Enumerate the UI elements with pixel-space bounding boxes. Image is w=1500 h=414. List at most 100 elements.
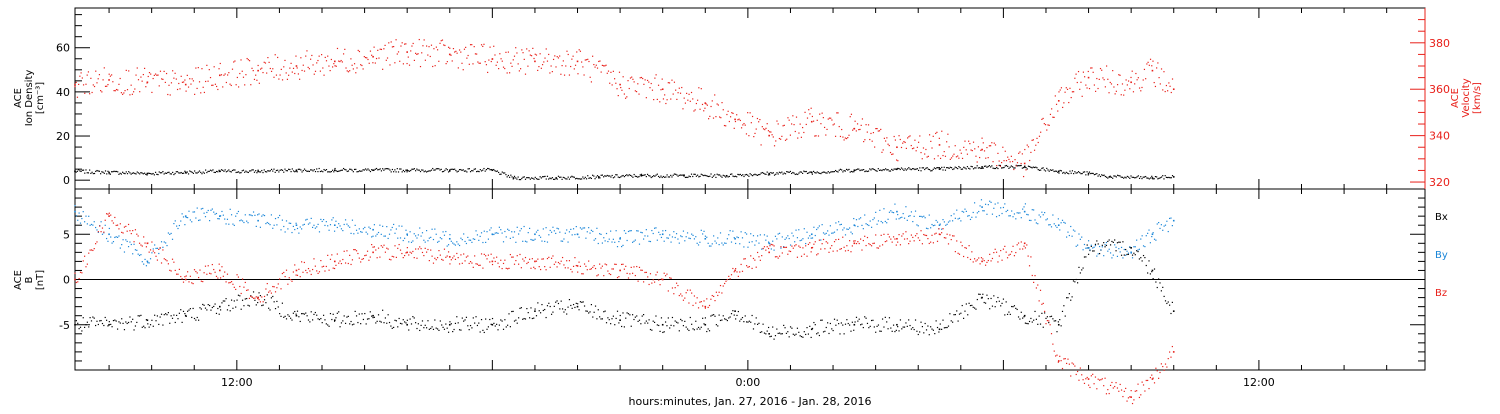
series-bx-point [925, 329, 928, 331]
series-by-point [368, 226, 370, 228]
series-by-point [732, 230, 734, 232]
series-by-point [420, 235, 422, 237]
velocity-series-point [644, 79, 646, 81]
velocity-series-point [179, 88, 181, 90]
series-bz-point [794, 245, 796, 247]
series-bx-point [637, 320, 639, 322]
density-series-point [102, 171, 104, 173]
density-series-point [448, 169, 451, 172]
velocity-series-point [289, 67, 291, 69]
density-series-point [1114, 175, 1116, 177]
density-series-point [345, 169, 347, 171]
series-bz-point [655, 274, 657, 276]
density-series-point [1140, 176, 1142, 178]
series-bz-point [386, 247, 388, 249]
velocity-series-point [793, 124, 795, 126]
density-series-point [827, 171, 829, 173]
series-by-point [257, 219, 259, 222]
series-bx-point [859, 324, 862, 326]
series-bz-point [1126, 400, 1128, 402]
velocity-series-point [1074, 77, 1076, 79]
velocity-series-point [1098, 78, 1100, 81]
series-bz-point [456, 252, 458, 255]
velocity-series-point [518, 70, 520, 72]
series-bx-point [134, 325, 137, 327]
series-bz-point [387, 248, 389, 250]
density-series-point [633, 173, 635, 176]
series-bx-point [817, 332, 819, 334]
series-bz-point [957, 252, 959, 254]
velocity-series-point [1160, 68, 1163, 70]
series-bx-point [1156, 286, 1158, 289]
series-bz-point [923, 233, 925, 236]
series-by-point [1016, 212, 1018, 214]
series-by-point [967, 215, 969, 217]
velocity-series-point [893, 135, 895, 138]
series-by-point [556, 227, 558, 229]
series-bx-point [136, 321, 138, 324]
velocity-series-point [954, 145, 956, 147]
series-by-point [769, 243, 771, 245]
series-bz-point [839, 248, 841, 250]
series-bz-point [291, 280, 293, 282]
series-bx-point [572, 303, 575, 306]
series-bz-point [788, 250, 790, 252]
density-series-point [522, 176, 524, 178]
series-bz-point [1134, 390, 1136, 392]
density-series-point [683, 174, 685, 177]
series-bz-point [177, 273, 179, 275]
x-tick-label: 0:00 [736, 376, 761, 389]
series-bx-point [1172, 310, 1175, 312]
series-bz-point [766, 246, 768, 248]
series-by-point [847, 228, 849, 231]
series-bz-point [416, 257, 418, 259]
series-by-point [79, 222, 82, 224]
density-series-point [1001, 167, 1003, 169]
series-bz-point [365, 254, 367, 256]
velocity-series-point [985, 157, 987, 159]
series-by-point [372, 228, 374, 231]
series-bz-point [963, 255, 965, 258]
series-bx-point [865, 317, 867, 319]
series-by-point [1017, 212, 1020, 214]
series-by-point [427, 240, 429, 242]
density-series-point [1054, 170, 1056, 172]
density-series-point [821, 171, 823, 174]
velocity-series-point [727, 110, 729, 112]
velocity-series-point [1114, 93, 1116, 95]
series-bx-point [324, 319, 326, 321]
series-bz-point [847, 249, 849, 252]
density-series-point [1014, 167, 1016, 169]
series-bz-point [354, 249, 356, 251]
series-bz-point [377, 247, 380, 249]
velocity-series-point [462, 69, 464, 71]
series-bx-point [556, 300, 558, 302]
series-bx-point [237, 294, 240, 296]
series-bz-point [704, 305, 707, 308]
velocity-series-point [1130, 81, 1132, 84]
series-by-point [180, 220, 182, 222]
density-series-point [1084, 171, 1086, 173]
series-bz-point [149, 249, 152, 251]
series-by-point [445, 230, 447, 233]
series-bz-point [485, 255, 487, 257]
series-by-point [112, 241, 115, 243]
density-series-point [1145, 175, 1147, 178]
series-bz-point [237, 276, 240, 278]
velocity-series-point [822, 117, 824, 119]
series-bz-point [960, 241, 962, 243]
density-series-point [894, 168, 896, 170]
series-bx-point [217, 307, 219, 310]
velocity-series-point [761, 126, 763, 128]
series-bz-point [695, 302, 697, 304]
velocity-series-point [651, 89, 654, 91]
velocity-series-point [291, 71, 293, 73]
series-bz-point [413, 257, 415, 259]
series-bx-point [218, 305, 221, 308]
series-by-point [787, 235, 789, 237]
velocity-series-point [383, 48, 385, 50]
density-series-point [111, 171, 113, 173]
density-series-point [423, 171, 425, 173]
series-bz-point [1050, 333, 1053, 335]
density-series-point [986, 166, 988, 168]
